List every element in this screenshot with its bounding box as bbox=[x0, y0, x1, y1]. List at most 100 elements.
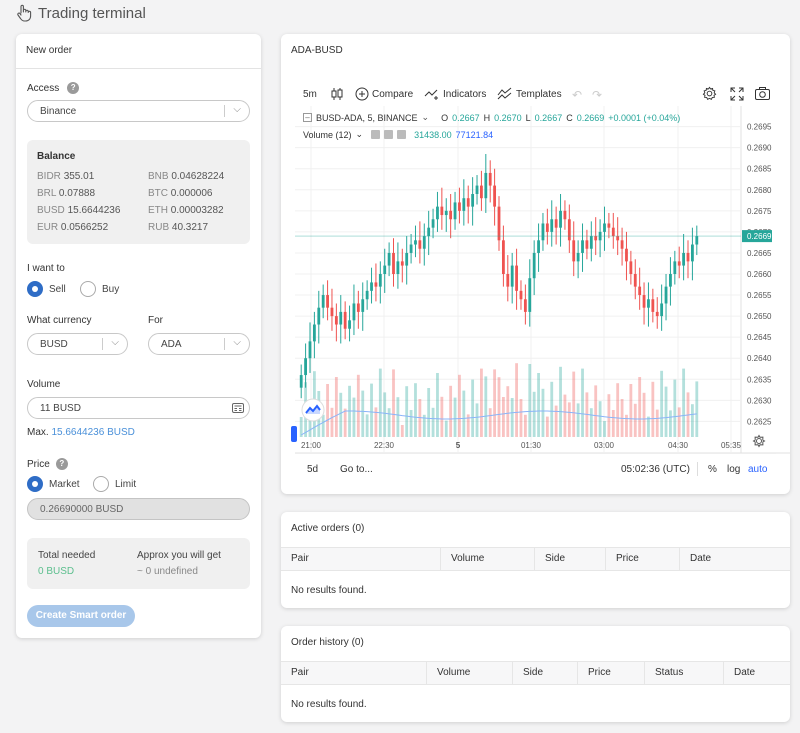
candle-body bbox=[572, 240, 576, 262]
sell-radio[interactable]: Sell bbox=[27, 281, 66, 297]
calculator-icon[interactable] bbox=[232, 403, 244, 413]
column-header[interactable]: Side bbox=[535, 548, 606, 570]
volume-bar bbox=[537, 373, 540, 437]
price-tick-label: 0.2645 bbox=[747, 333, 772, 342]
candle-body bbox=[655, 311, 659, 317]
column-header[interactable]: Date bbox=[734, 667, 756, 678]
percent-button[interactable]: % bbox=[708, 464, 717, 475]
range-label: 5d bbox=[307, 464, 319, 475]
column-header[interactable]: Volume bbox=[427, 662, 513, 684]
candle-body bbox=[475, 185, 479, 194]
volume-bar bbox=[444, 420, 448, 437]
column-header[interactable]: Pair bbox=[281, 548, 441, 570]
collapse-icon[interactable]: – bbox=[303, 113, 312, 122]
volume-bar bbox=[664, 386, 668, 437]
currency-select-value: BUSD bbox=[40, 338, 68, 350]
column-header[interactable]: Price bbox=[578, 662, 645, 684]
volume-bar bbox=[510, 398, 514, 437]
eye-icon[interactable] bbox=[371, 130, 381, 139]
percent-label: % bbox=[708, 464, 717, 475]
compare-button[interactable]: Compare bbox=[355, 87, 413, 101]
balance-amount: 0.000006 bbox=[170, 188, 213, 199]
candle-body bbox=[449, 210, 453, 220]
interval-label: 5m bbox=[303, 89, 317, 100]
candle-body bbox=[383, 265, 387, 274]
help-icon[interactable]: ? bbox=[55, 458, 68, 470]
column-header[interactable]: Date bbox=[690, 553, 712, 564]
volume-bar bbox=[673, 379, 677, 437]
active-orders-title: Active orders (0) bbox=[291, 523, 365, 534]
fullscreen-button[interactable] bbox=[730, 87, 744, 101]
redo-button[interactable]: ↷ bbox=[592, 88, 603, 102]
access-select[interactable]: Binance ⌵ bbox=[27, 100, 250, 122]
range-5d-button[interactable]: 5d bbox=[307, 464, 318, 475]
market-label: Market bbox=[49, 478, 80, 490]
balance-currency: ETH bbox=[148, 205, 168, 216]
order-history-title: Order history (0) bbox=[291, 637, 364, 648]
chart-style-button[interactable] bbox=[330, 87, 344, 101]
candle-body bbox=[466, 198, 470, 207]
order-history-header: Pair Volume Side Price Status Date bbox=[281, 661, 790, 685]
balance-item: BRL 0.07888 bbox=[37, 188, 95, 199]
chevron-down-icon: ⌵ bbox=[111, 337, 119, 348]
volume-bar bbox=[528, 364, 532, 437]
for-select[interactable]: ADA ⌵ bbox=[148, 333, 250, 355]
timezone-button[interactable]: 05:02:36 (UTC) bbox=[621, 464, 690, 475]
buy-radio[interactable]: Buy bbox=[80, 281, 119, 297]
volume-bar bbox=[458, 374, 461, 437]
candle-body bbox=[638, 286, 642, 296]
market-radio[interactable]: Market bbox=[27, 476, 80, 492]
chart-bottom-divider bbox=[295, 453, 776, 454]
volume-bar bbox=[638, 377, 642, 437]
auto-button[interactable]: auto bbox=[748, 464, 767, 475]
candle-body bbox=[400, 261, 404, 266]
indicators-button[interactable]: Indicators bbox=[424, 87, 486, 101]
column-header[interactable]: Price bbox=[606, 548, 680, 570]
currency-select[interactable]: BUSD ⌵ bbox=[27, 333, 128, 355]
active-orders-panel: Active orders (0) Pair Volume Side Price… bbox=[281, 512, 790, 608]
settings-button[interactable] bbox=[702, 86, 717, 101]
log-button[interactable]: log bbox=[727, 464, 740, 475]
interval-button[interactable]: 5m bbox=[303, 89, 317, 100]
new-order-title: New order bbox=[26, 45, 73, 56]
close-icon[interactable] bbox=[397, 130, 407, 139]
chevron-down-icon[interactable]: ⌄ bbox=[355, 129, 364, 139]
limit-label: Limit bbox=[115, 478, 137, 490]
column-header[interactable]: Volume bbox=[441, 548, 535, 570]
volume-bar bbox=[339, 392, 343, 437]
max-value-link[interactable]: 15.6644236 BUSD bbox=[51, 427, 135, 438]
templates-button[interactable]: Templates bbox=[497, 87, 562, 101]
candle-body bbox=[585, 240, 589, 249]
candle-body bbox=[677, 261, 681, 266]
candle-body bbox=[436, 206, 439, 220]
column-header[interactable]: Side bbox=[513, 662, 578, 684]
candle-body bbox=[642, 295, 646, 308]
undo-button[interactable]: ↶ bbox=[572, 88, 583, 102]
price-chart[interactable]: 0.2695 0.2690 0.2685 0.2680 0.2675 0.2670 0.26… bbox=[281, 106, 790, 461]
volume-bar bbox=[453, 397, 457, 437]
goto-button[interactable]: Go to... bbox=[340, 464, 373, 475]
help-icon[interactable]: ? bbox=[67, 82, 80, 94]
volume-bar bbox=[400, 425, 404, 437]
limit-radio[interactable]: Limit bbox=[93, 476, 136, 492]
candle-body bbox=[462, 198, 466, 211]
column-header[interactable]: Status bbox=[645, 662, 724, 684]
candle-body bbox=[651, 299, 655, 312]
candle-body bbox=[330, 307, 334, 317]
column-header[interactable]: Pair bbox=[281, 662, 427, 684]
chevron-down-icon[interactable]: ⌄ bbox=[421, 112, 430, 122]
screenshot-button[interactable] bbox=[755, 87, 770, 100]
time-tick-label: 05:35 bbox=[721, 441, 742, 450]
gear-icon[interactable] bbox=[384, 130, 394, 139]
volume-input[interactable]: 11 BUSD bbox=[27, 397, 250, 419]
volume-legend-label[interactable]: Volume (12) bbox=[303, 129, 352, 140]
candle-body bbox=[418, 240, 422, 249]
candle-body bbox=[488, 172, 492, 186]
volume-bar bbox=[383, 392, 387, 437]
create-smart-order-button[interactable]: Create Smart order bbox=[27, 605, 135, 627]
price-input[interactable]: 0.26690000 BUSD bbox=[27, 498, 250, 520]
chevron-down-icon: ⌵ bbox=[233, 104, 241, 115]
symbol-label[interactable]: BUSD-ADA, 5, BINANCE bbox=[316, 112, 418, 123]
candle-body bbox=[409, 244, 413, 253]
candle-body bbox=[506, 274, 510, 287]
